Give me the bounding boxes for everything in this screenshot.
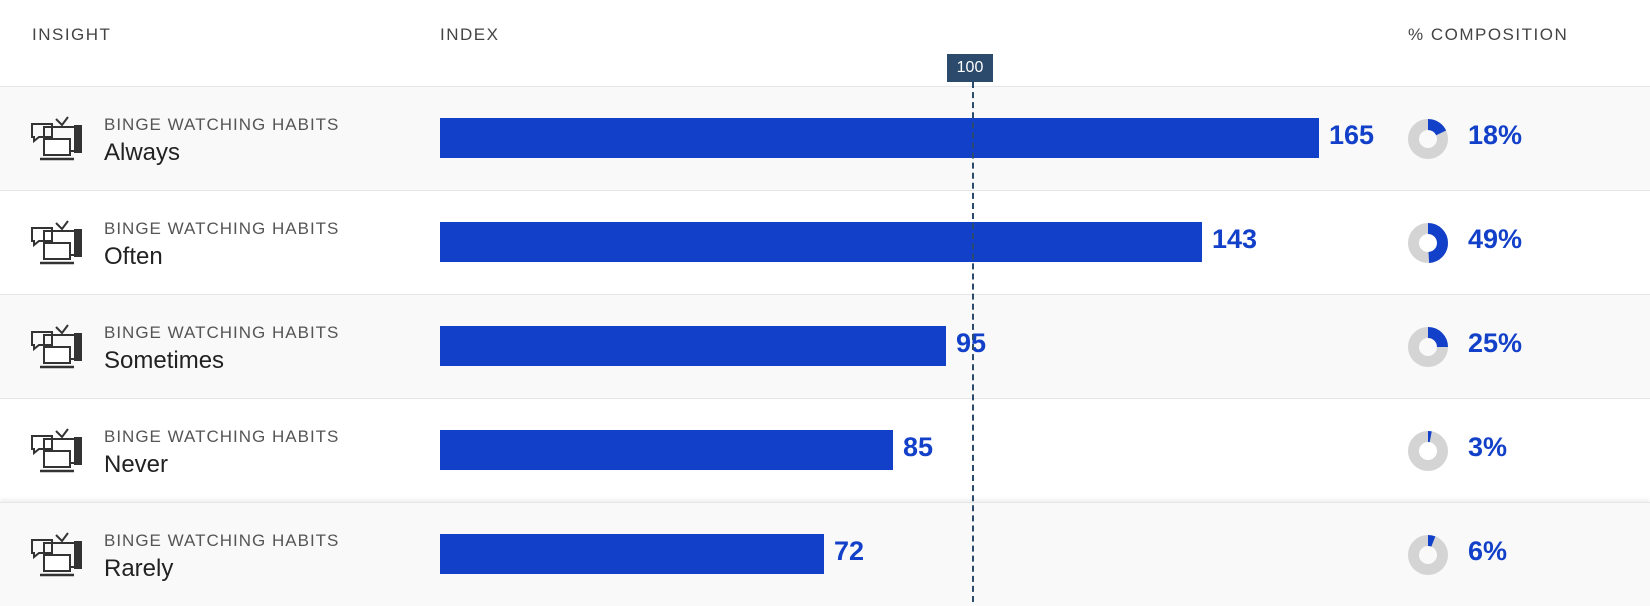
- composition-value-label: 49%: [1468, 224, 1523, 254]
- index-column-header: INDEX: [440, 25, 500, 44]
- composition-donut-slice: [1408, 119, 1448, 159]
- table-row[interactable]: BINGE WATCHING HABITS Never 85 3%: [0, 398, 1650, 502]
- tv-devices-icon: [31, 532, 82, 577]
- table-row[interactable]: BINGE WATCHING HABITS Always 165 18%: [0, 86, 1650, 190]
- composition-column-header: % COMPOSITION: [1408, 25, 1569, 44]
- table-row[interactable]: BINGE WATCHING HABITS Rarely 72 6%: [0, 502, 1650, 606]
- insight-name: Always: [104, 139, 181, 166]
- composition-donut: [1408, 119, 1448, 159]
- insight-category: BINGE WATCHING HABITS: [104, 427, 340, 446]
- insight-category: BINGE WATCHING HABITS: [104, 323, 340, 342]
- index-bar[interactable]: [440, 534, 824, 574]
- insight-category: BINGE WATCHING HABITS: [104, 531, 340, 550]
- insight-name: Often: [104, 243, 163, 270]
- insight-name: Sometimes: [104, 347, 225, 374]
- composition-donut-slice: [1408, 431, 1448, 471]
- insight-name: Never: [104, 451, 169, 478]
- composition-value-label: 25%: [1468, 328, 1523, 358]
- insight-column-header: INSIGHT: [32, 25, 112, 44]
- index-reference-badge: 100: [947, 54, 993, 82]
- composition-value-label: 3%: [1468, 432, 1508, 462]
- composition-donut: [1408, 535, 1448, 575]
- tv-devices-icon: [31, 116, 82, 161]
- tv-devices-icon: [31, 428, 82, 473]
- index-value-label: 143: [1212, 224, 1258, 254]
- index-value-label: 95: [956, 328, 987, 358]
- index-bar[interactable]: [440, 222, 1202, 262]
- composition-donut-slice: [1408, 223, 1448, 263]
- table-header: INSIGHT INDEX % COMPOSITION: [0, 0, 1650, 86]
- composition-donut-slice: [1408, 535, 1448, 575]
- index-value-label: 165: [1329, 120, 1375, 150]
- index-reference-line: [972, 82, 974, 602]
- table-row[interactable]: BINGE WATCHING HABITS Often 143 49%: [0, 190, 1650, 294]
- index-value-label: 72: [834, 536, 865, 566]
- index-bar[interactable]: [440, 326, 946, 366]
- composition-donut: [1408, 223, 1448, 263]
- index-value-label: 85: [903, 432, 934, 462]
- index-bar[interactable]: [440, 430, 893, 470]
- tv-devices-icon: [31, 220, 82, 265]
- composition-donut-slice: [1408, 327, 1448, 367]
- insight-category: BINGE WATCHING HABITS: [104, 219, 340, 238]
- index-bar[interactable]: [440, 118, 1319, 158]
- insight-name: Rarely: [104, 555, 174, 582]
- table-row[interactable]: BINGE WATCHING HABITS Sometimes 95 25%: [0, 294, 1650, 398]
- tv-devices-icon: [31, 324, 82, 369]
- composition-donut: [1408, 327, 1448, 367]
- composition-value-label: 6%: [1468, 536, 1508, 566]
- insight-category: BINGE WATCHING HABITS: [104, 115, 340, 134]
- composition-value-label: 18%: [1468, 120, 1523, 150]
- composition-donut: [1408, 431, 1448, 471]
